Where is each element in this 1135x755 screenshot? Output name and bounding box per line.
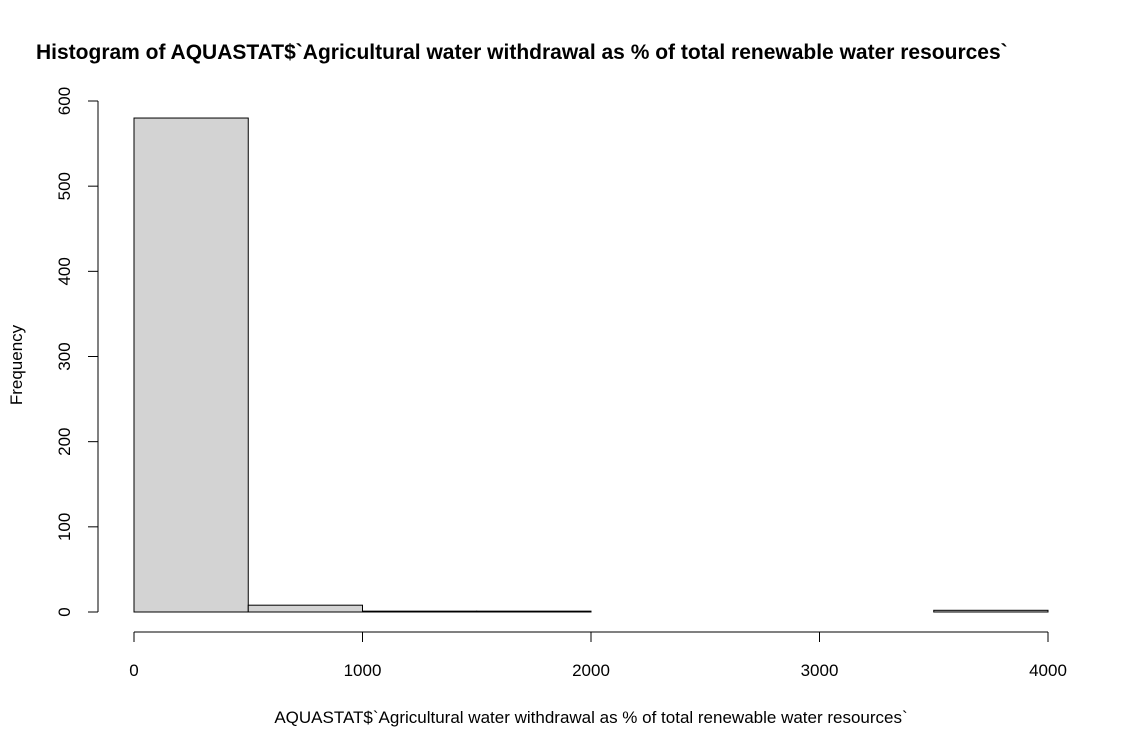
histogram-bar: [933, 609, 1049, 613]
y-axis-ticks: 0 100 200 300 400 500 600: [55, 87, 98, 617]
histogram-bar: [247, 604, 363, 613]
bars-group: [133, 117, 1049, 613]
chart-title: Histogram of AQUASTAT$`Agricultural wate…: [36, 41, 1008, 64]
y-axis-label: Frequency: [7, 324, 26, 405]
y-tick-label: 300: [55, 342, 74, 370]
histogram-bar: [362, 610, 478, 613]
y-tick-label: 400: [55, 257, 74, 285]
histogram-bar: [476, 610, 592, 613]
y-tick-label: 200: [55, 427, 74, 455]
histogram-bar: [133, 117, 249, 613]
y-tick-label: 600: [55, 87, 74, 115]
x-tick-label: 0: [129, 661, 138, 680]
y-tick-label: 500: [55, 172, 74, 200]
x-tick-label: 3000: [801, 661, 839, 680]
x-axis-label: AQUASTAT$`Agricultural water withdrawal …: [274, 708, 907, 727]
x-tick-label: 4000: [1029, 661, 1067, 680]
x-tick-label: 1000: [344, 661, 382, 680]
y-tick-label: 0: [55, 607, 74, 616]
x-axis-ticks: 0 1000 2000 3000 4000: [129, 632, 1067, 680]
x-tick-label: 2000: [572, 661, 610, 680]
y-tick-label: 100: [55, 513, 74, 541]
